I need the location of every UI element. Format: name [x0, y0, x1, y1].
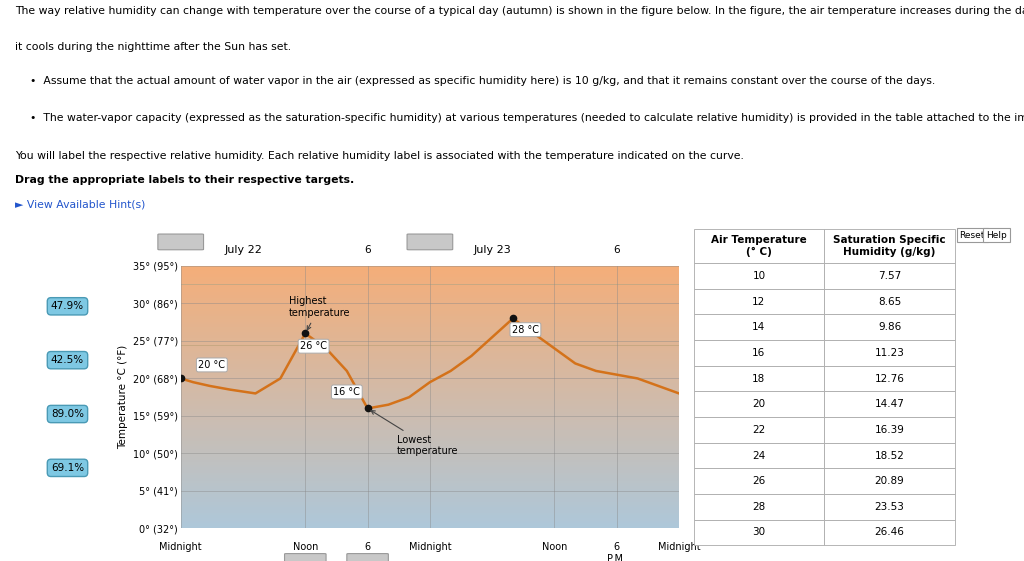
Text: 69.1%: 69.1%: [51, 463, 84, 473]
Bar: [693, 392, 824, 417]
Bar: [693, 315, 824, 340]
Text: Noon: Noon: [293, 542, 318, 552]
Text: 14: 14: [753, 322, 766, 332]
Text: 6
P.M.: 6 P.M.: [607, 542, 627, 561]
Text: 12: 12: [753, 297, 766, 307]
Text: Lowest
temperature: Lowest temperature: [371, 411, 458, 456]
Text: 16.39: 16.39: [874, 425, 904, 435]
Bar: [824, 519, 954, 545]
Text: 22: 22: [753, 425, 766, 435]
Bar: [824, 417, 954, 443]
Text: 28: 28: [753, 502, 766, 512]
Text: Drag the appropriate labels to their respective targets.: Drag the appropriate labels to their res…: [15, 175, 354, 185]
Text: 26 °C: 26 °C: [300, 341, 327, 351]
Bar: [824, 468, 954, 494]
Text: 42.5%: 42.5%: [51, 355, 84, 365]
Text: 26: 26: [753, 476, 766, 486]
Text: 6: 6: [365, 245, 371, 255]
Text: Help: Help: [986, 231, 1007, 240]
Text: Air Temperature
(° C): Air Temperature (° C): [711, 235, 807, 257]
Bar: [693, 366, 824, 392]
Bar: [824, 366, 954, 392]
Text: Saturation Specific
Humidity (g/kg): Saturation Specific Humidity (g/kg): [834, 235, 946, 257]
Text: Midnight: Midnight: [657, 542, 700, 552]
Bar: [693, 468, 824, 494]
Bar: [693, 263, 824, 289]
Text: 6: 6: [613, 245, 621, 255]
Text: You will label the respective relative humidity. Each relative humidity label is: You will label the respective relative h…: [15, 151, 744, 161]
Bar: [824, 263, 954, 289]
Bar: [824, 315, 954, 340]
FancyBboxPatch shape: [285, 554, 326, 561]
Bar: [824, 229, 954, 263]
Text: 20.89: 20.89: [874, 476, 904, 486]
Text: 18.52: 18.52: [874, 450, 904, 461]
Text: 20 °C: 20 °C: [199, 360, 225, 370]
Text: Midnight: Midnight: [160, 542, 202, 552]
Text: •  Assume that the actual amount of water vapor in the air (expressed as specifi: • Assume that the actual amount of water…: [31, 76, 936, 86]
Bar: [693, 340, 824, 366]
Text: ► View Available Hint(s): ► View Available Hint(s): [15, 200, 145, 209]
Text: 9.86: 9.86: [878, 322, 901, 332]
Text: July 23: July 23: [473, 245, 511, 255]
Text: 23.53: 23.53: [874, 502, 904, 512]
Bar: [693, 443, 824, 468]
Bar: [693, 494, 824, 519]
FancyBboxPatch shape: [408, 234, 453, 250]
Text: 14.47: 14.47: [874, 399, 904, 409]
Bar: [693, 519, 824, 545]
Text: 28 °C: 28 °C: [512, 325, 539, 335]
Text: 30: 30: [753, 527, 766, 537]
Text: 26.46: 26.46: [874, 527, 904, 537]
Text: Reset: Reset: [959, 231, 985, 240]
Text: 24: 24: [753, 450, 766, 461]
Text: 16 °C: 16 °C: [334, 387, 360, 397]
Y-axis label: Temperature °C (°F): Temperature °C (°F): [119, 345, 129, 449]
Text: 89.0%: 89.0%: [51, 409, 84, 419]
Bar: [824, 443, 954, 468]
Text: July 22: July 22: [224, 245, 262, 255]
Text: 6
P.M.: 6 P.M.: [358, 542, 377, 561]
Text: 11.23: 11.23: [874, 348, 904, 358]
Text: •  The water-vapor capacity (expressed as the saturation-specific humidity) at v: • The water-vapor capacity (expressed as…: [31, 113, 1024, 123]
Text: Highest
temperature: Highest temperature: [289, 296, 350, 330]
Text: Noon: Noon: [542, 542, 567, 552]
Text: Midnight: Midnight: [409, 542, 452, 552]
Bar: [693, 289, 824, 315]
Text: 18: 18: [753, 374, 766, 384]
Text: The way relative humidity can change with temperature over the course of a typic: The way relative humidity can change wit…: [15, 6, 1024, 16]
FancyBboxPatch shape: [347, 554, 388, 561]
Bar: [824, 340, 954, 366]
Bar: [824, 289, 954, 315]
Bar: [824, 494, 954, 519]
Text: 47.9%: 47.9%: [51, 301, 84, 311]
Text: it cools during the nighttime after the Sun has set.: it cools during the nighttime after the …: [15, 42, 292, 52]
FancyBboxPatch shape: [158, 234, 204, 250]
Bar: [824, 392, 954, 417]
Text: 10: 10: [753, 271, 766, 281]
Text: 20: 20: [753, 399, 766, 409]
Text: 8.65: 8.65: [878, 297, 901, 307]
Text: 16: 16: [753, 348, 766, 358]
Text: 12.76: 12.76: [874, 374, 904, 384]
Bar: [693, 417, 824, 443]
Bar: [693, 229, 824, 263]
Text: 7.57: 7.57: [878, 271, 901, 281]
